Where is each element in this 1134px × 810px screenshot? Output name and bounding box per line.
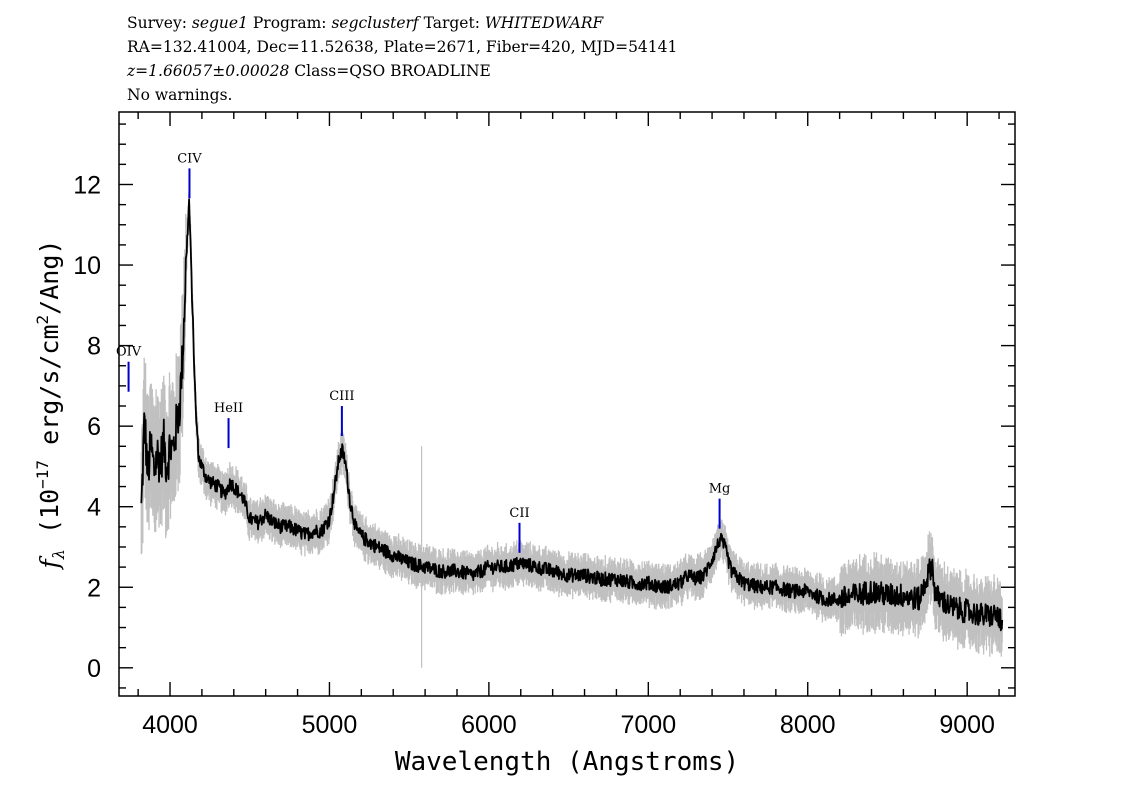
y-label-exp2: 2: [33, 315, 52, 325]
x-tick-label: 9000: [939, 711, 995, 739]
x-tick-label: 7000: [620, 711, 676, 739]
line-label-oiv: OIV: [116, 345, 142, 360]
emission-line-markers: OIV CIV HeII CIII CII Mg: [116, 151, 731, 553]
y-tick-label: 8: [87, 333, 101, 361]
program-label: Program:: [247, 14, 332, 32]
y-label-pre: (10: [35, 489, 64, 549]
survey-label: Survey:: [127, 14, 192, 32]
target-label: Target:: [418, 14, 485, 32]
plot-frame: [118, 111, 1016, 697]
x-tick-label: 8000: [780, 711, 836, 739]
line-label-cii: CII: [509, 506, 529, 521]
line-label-mg: Mg: [709, 482, 731, 497]
program-value: segclusterf: [331, 14, 419, 32]
y-tick-label: 6: [87, 413, 101, 441]
y-label-f: f: [35, 555, 64, 570]
x-tick-labels: 4000 5000 6000 7000 8000 9000: [142, 711, 995, 739]
y-tick-label: 2: [87, 574, 101, 602]
y-tick-labels: 0 2 4 6 8 10 12: [73, 171, 101, 682]
header-line-coords: RA=132.41004, Dec=11.52638, Plate=2671, …: [127, 38, 678, 56]
y-tick-label: 10: [73, 252, 101, 280]
error-band: [140, 185, 1003, 657]
flux-series: [140, 198, 1004, 632]
flux-line: [140, 198, 1004, 632]
y-axis-label: fλ (10−17 erg/s/cm2/Ang): [33, 240, 68, 571]
y-label-post: /Ang): [35, 240, 64, 315]
class-value: Class=QSO BROADLINE: [289, 62, 491, 80]
line-label-heii: HeII: [214, 401, 243, 416]
x-tick-label: 6000: [461, 711, 517, 739]
axis-ticks: [119, 112, 1015, 696]
header-line-survey: Survey: segue1 Program: segclusterf Targ…: [127, 14, 603, 33]
x-axis-label: Wavelength (Angstroms): [395, 747, 739, 777]
y-label-exp: −17: [33, 460, 52, 489]
redshift-value: z=1.66057±0.00028: [127, 62, 290, 80]
y-label-sub: λ: [49, 549, 68, 560]
target-value: WHITEDWARF: [484, 14, 604, 32]
error-bars: [140, 185, 1003, 657]
y-tick-label: 12: [73, 171, 101, 199]
x-tick-label: 5000: [302, 711, 358, 739]
header-line-warnings: No warnings.: [127, 86, 233, 104]
line-label-ciii: CIII: [329, 389, 354, 404]
line-label-civ: CIV: [177, 151, 202, 166]
survey-value: segue1: [191, 14, 248, 32]
x-tick-label: 4000: [142, 711, 198, 739]
y-label-mid: erg/s/cm: [35, 324, 64, 459]
y-tick-label: 4: [87, 494, 101, 522]
header-line-redshift: z=1.66057±0.00028 Class=QSO BROADLINE: [127, 62, 491, 81]
y-tick-label: 0: [87, 655, 101, 683]
